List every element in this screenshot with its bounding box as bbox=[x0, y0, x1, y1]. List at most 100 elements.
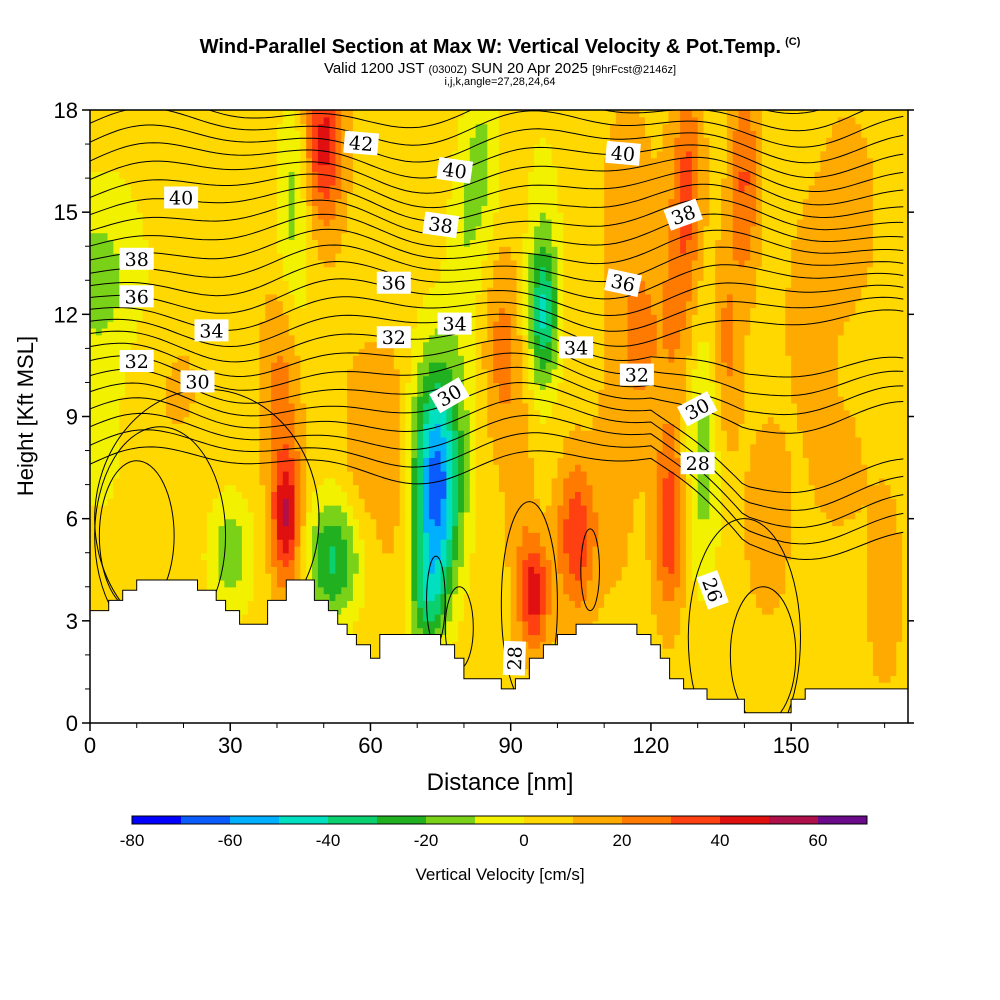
field-cell bbox=[785, 620, 792, 629]
field-cell bbox=[902, 668, 908, 676]
field-cell bbox=[732, 661, 740, 670]
field-cell bbox=[785, 654, 792, 663]
field-cell bbox=[499, 641, 506, 649]
field-cell bbox=[463, 634, 471, 642]
field-cell bbox=[236, 539, 243, 547]
field-cell bbox=[621, 545, 629, 554]
field-cell bbox=[475, 498, 483, 506]
field-cell bbox=[621, 498, 629, 506]
field-cell bbox=[171, 532, 179, 540]
field-cell bbox=[236, 477, 243, 486]
field-cell bbox=[592, 614, 599, 622]
field-cell bbox=[832, 620, 839, 629]
field-cell bbox=[773, 566, 781, 574]
field-cell bbox=[329, 532, 336, 540]
field-cell bbox=[685, 579, 693, 588]
field-cell bbox=[452, 566, 459, 574]
field-cell bbox=[276, 593, 284, 601]
field-cell bbox=[738, 559, 745, 567]
field-cell bbox=[744, 484, 751, 493]
field-cell bbox=[376, 607, 383, 615]
field-cell bbox=[837, 566, 845, 574]
field-cell bbox=[428, 545, 436, 554]
field-cell bbox=[685, 600, 693, 608]
field-cell bbox=[843, 525, 851, 533]
field-cell bbox=[680, 559, 687, 567]
field-cell bbox=[312, 518, 319, 527]
field-cell bbox=[721, 559, 728, 567]
field-cell bbox=[896, 566, 903, 574]
field-cell bbox=[230, 532, 237, 540]
field-cell bbox=[335, 586, 342, 595]
field-cell bbox=[650, 505, 658, 513]
field-cell bbox=[569, 620, 576, 629]
field-cell bbox=[849, 600, 857, 608]
field-cell bbox=[119, 559, 126, 567]
field-cell bbox=[761, 620, 769, 629]
field-cell bbox=[756, 532, 763, 540]
field-cell bbox=[580, 559, 588, 567]
field-cell bbox=[177, 539, 185, 547]
field-cell bbox=[405, 614, 412, 622]
field-cell bbox=[201, 511, 208, 520]
field-cell bbox=[294, 505, 301, 513]
field-cell bbox=[837, 661, 845, 670]
field-cell bbox=[195, 579, 202, 588]
field-cell bbox=[639, 586, 646, 595]
field-cell bbox=[247, 545, 255, 554]
field-cell bbox=[586, 614, 594, 622]
field-cell bbox=[125, 566, 132, 574]
field-cell bbox=[750, 688, 757, 697]
field-cell bbox=[463, 552, 471, 561]
field-cell bbox=[545, 511, 553, 520]
field-cell bbox=[674, 579, 681, 588]
field-cell bbox=[574, 505, 582, 513]
field-cell bbox=[615, 614, 623, 622]
field-cell bbox=[796, 579, 804, 588]
field-cell bbox=[95, 600, 103, 608]
field-cell bbox=[171, 518, 179, 527]
field-cell bbox=[872, 566, 880, 574]
field-cell bbox=[750, 539, 757, 547]
field-cell bbox=[884, 607, 892, 615]
field-cell bbox=[855, 552, 862, 561]
field-cell bbox=[347, 477, 354, 486]
field-cell bbox=[826, 600, 833, 608]
field-cell bbox=[534, 586, 541, 595]
field-cell bbox=[598, 532, 605, 540]
field-cell bbox=[335, 491, 342, 499]
field-cell bbox=[721, 675, 728, 683]
field-cell bbox=[843, 661, 851, 670]
field-cell bbox=[884, 552, 892, 561]
field-cell bbox=[738, 566, 745, 574]
field-cell bbox=[662, 641, 670, 649]
field-cell bbox=[206, 525, 214, 533]
field-cell bbox=[832, 566, 839, 574]
field-cell bbox=[265, 545, 272, 554]
field-cell bbox=[668, 532, 675, 540]
field-cell bbox=[732, 505, 740, 513]
field-cell bbox=[119, 532, 126, 540]
field-cell bbox=[236, 566, 243, 574]
field-cell bbox=[446, 607, 453, 615]
field-cell bbox=[463, 607, 471, 615]
field-cell bbox=[721, 620, 728, 629]
field-cell bbox=[230, 573, 237, 581]
field-cell bbox=[154, 539, 161, 547]
field-cell bbox=[440, 566, 448, 574]
field-cell bbox=[493, 505, 500, 513]
field-cell bbox=[557, 518, 564, 527]
field-cell bbox=[855, 614, 862, 622]
field-cell bbox=[837, 607, 845, 615]
field-cell bbox=[861, 627, 868, 636]
field-cell bbox=[867, 627, 874, 636]
field-cell bbox=[861, 559, 868, 567]
field-cell bbox=[773, 702, 781, 710]
field-cell bbox=[224, 600, 231, 608]
field-cell bbox=[756, 498, 763, 506]
field-cell bbox=[750, 573, 757, 581]
field-cell bbox=[884, 648, 892, 656]
field-cell bbox=[539, 539, 547, 547]
field-cell bbox=[423, 484, 430, 493]
field-cell bbox=[534, 573, 541, 581]
